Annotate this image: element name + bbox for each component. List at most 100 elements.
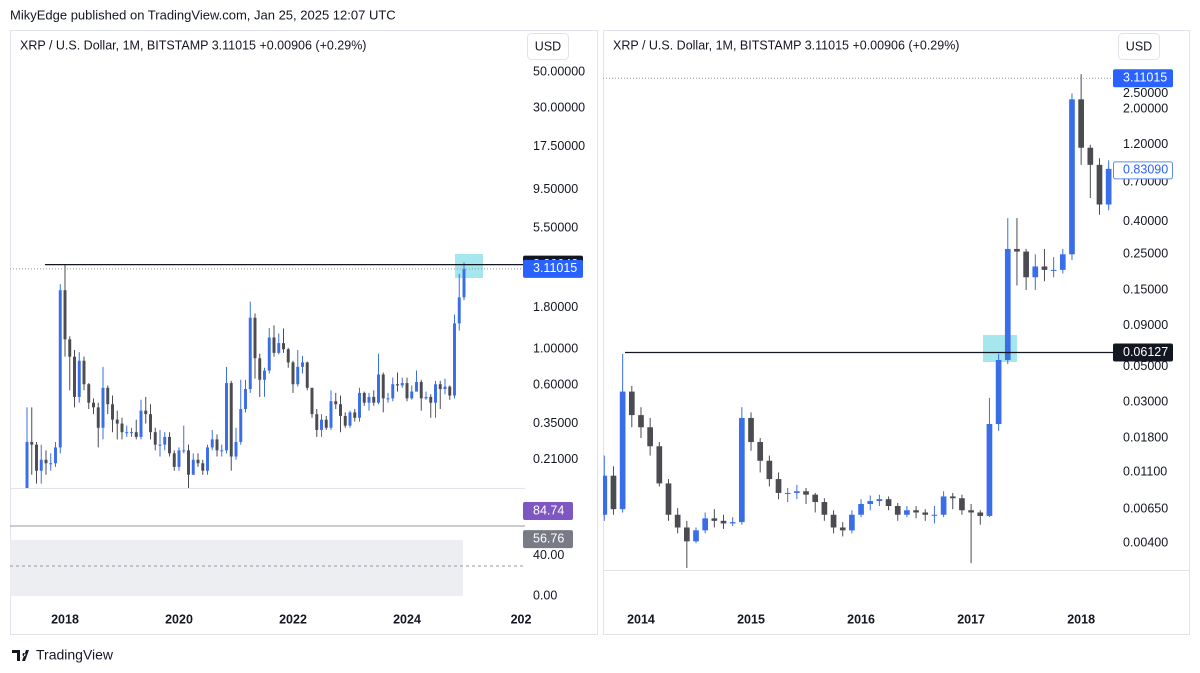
candle-body <box>922 512 929 515</box>
candle-body <box>92 402 95 408</box>
candle-body <box>1050 269 1057 271</box>
footer-brand: TradingView <box>36 647 114 663</box>
candle-body <box>1087 147 1094 165</box>
candle-body <box>149 414 152 433</box>
candle-body <box>305 362 309 388</box>
left-panel <box>10 30 598 635</box>
candle-body <box>25 441 29 488</box>
candle-body <box>39 459 43 471</box>
candle-body <box>619 391 626 510</box>
y-tick-label: 2.50000 <box>1123 86 1168 100</box>
y-tick-label: 2.00000 <box>1123 101 1168 115</box>
candle-body <box>191 459 195 475</box>
candle-body <box>839 527 846 531</box>
candle-body <box>362 392 366 403</box>
currency-label[interactable]: USD <box>535 39 561 53</box>
x-tick-label: 2017 <box>957 612 985 626</box>
candle-body <box>120 423 124 433</box>
candle-body <box>220 450 224 452</box>
candle-body <box>775 479 782 493</box>
candle-body <box>372 396 376 403</box>
candle-body <box>343 415 347 426</box>
last-close-badge <box>1113 161 1173 180</box>
candle-body <box>125 432 129 434</box>
candle-body <box>367 396 371 403</box>
candle-body <box>58 290 62 448</box>
candle-body <box>258 358 262 380</box>
candle-body <box>377 374 380 403</box>
x-tick-label: 2018 <box>51 612 79 626</box>
candle-body <box>453 323 456 396</box>
candle-body <box>748 417 754 443</box>
candle-body <box>153 432 157 445</box>
candle-body <box>182 450 186 452</box>
y-tick-label: 0.01800 <box>1123 430 1168 444</box>
candle-body <box>803 491 809 495</box>
y-tick-label: 0.00650 <box>1123 501 1168 515</box>
y-tick-label: 5.50000 <box>533 221 578 235</box>
candle-body <box>766 460 773 480</box>
candle-body <box>693 530 699 542</box>
candle-body <box>739 417 745 523</box>
y-tick-label: 1.80000 <box>533 300 578 314</box>
candle-body <box>784 492 791 494</box>
candle-body <box>968 510 974 513</box>
level-label: 0.06127 <box>1123 345 1168 359</box>
candle-body <box>68 339 72 357</box>
candle-body <box>849 514 855 531</box>
candle-body <box>419 381 423 399</box>
plot-area <box>25 262 466 488</box>
candle-body <box>206 447 209 471</box>
candle-body <box>87 384 91 403</box>
candle-body <box>1078 99 1084 148</box>
x-tick-label: 202 <box>511 612 532 626</box>
rsi-value-badge <box>523 530 573 549</box>
candle-body <box>272 337 276 353</box>
y-tick-label: 0.03000 <box>1123 395 1168 409</box>
candle-body <box>339 404 342 416</box>
candle-body <box>187 450 190 475</box>
candle-body <box>429 396 433 403</box>
candle-body <box>229 383 233 457</box>
candle-body <box>1032 266 1039 278</box>
candle-body <box>196 459 200 464</box>
candle-body <box>396 384 399 386</box>
currency-button[interactable] <box>1118 33 1160 60</box>
last-price-label: 3.11015 <box>533 261 577 275</box>
candle-body <box>82 360 86 385</box>
x-tick-label: 2024 <box>393 612 421 626</box>
candle-body <box>757 442 764 461</box>
candle-body <box>49 463 53 465</box>
candle-body <box>1096 164 1103 205</box>
candle-body <box>263 370 266 380</box>
candle-body <box>830 514 837 528</box>
candle-body <box>201 463 205 471</box>
candle-body <box>656 446 663 484</box>
candle-body <box>334 401 338 405</box>
y-tick-label: 0.01100 <box>1123 465 1167 479</box>
rsi-area <box>10 540 463 596</box>
candle-body <box>405 383 409 399</box>
candle-body <box>96 407 100 428</box>
candle-body <box>134 432 138 437</box>
candle-body <box>177 450 181 467</box>
candle-body <box>894 506 901 515</box>
y-tick-label: 50.00000 <box>533 64 585 78</box>
rsi-tick-label: 40.00 <box>533 548 564 562</box>
candle-body <box>172 453 176 467</box>
candle-body <box>1014 248 1020 252</box>
candle-body <box>1023 251 1029 278</box>
y-tick-label: 1.20000 <box>1123 137 1168 151</box>
y-tick-label: 0.05000 <box>1123 359 1168 373</box>
right-panel <box>603 30 1190 635</box>
candle-body <box>158 444 162 446</box>
candle-body <box>400 383 404 386</box>
candle-body <box>949 496 956 499</box>
currency-button[interactable] <box>527 33 569 60</box>
candle-body <box>638 415 644 428</box>
currency-label[interactable]: USD <box>1126 39 1152 53</box>
candle-body <box>1004 248 1011 361</box>
candle-body <box>683 527 690 542</box>
footer-logo <box>12 650 29 661</box>
